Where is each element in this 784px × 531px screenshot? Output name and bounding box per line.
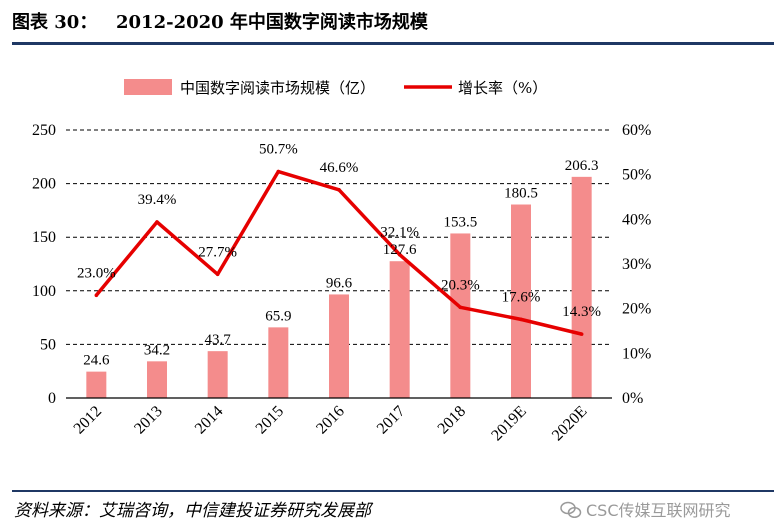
- bar: [511, 204, 531, 398]
- growth-value-label: 46.6%: [320, 160, 359, 176]
- bar: [450, 233, 471, 398]
- line-point: [94, 293, 99, 298]
- wechat-icon: [560, 501, 582, 519]
- bar-value-label: 24.6: [83, 353, 110, 369]
- growth-value-label: 14.3%: [562, 304, 601, 320]
- bar-value-label: 180.5: [504, 186, 538, 202]
- line-point: [215, 272, 220, 277]
- top-divider: [12, 42, 774, 45]
- watermark-text: CSC传媒互联网研究: [586, 501, 731, 520]
- source-note: 资料来源：艾瑞咨询，中信建投证券研究发展部: [14, 501, 371, 521]
- legend-swatch-bar: [124, 79, 172, 95]
- x-tick-label: 2017: [374, 403, 409, 438]
- growth-value-label: 17.6%: [502, 289, 541, 305]
- data-labels: 24.6 34.2 43.7 65.9 96.6 127.6 153.5 180.5 206.3…: [77, 142, 601, 369]
- bar-value-label: 206.3: [565, 158, 599, 174]
- line-point: [397, 252, 402, 257]
- bar: [207, 351, 228, 398]
- legend-label-line: 增长率（%）: [458, 79, 547, 97]
- legend-label-bar: 中国数字阅读市场规模（亿）: [180, 79, 375, 97]
- x-tick-label: 2016: [313, 403, 348, 438]
- x-tick-label: 2020E: [549, 403, 591, 445]
- chart: 中国数字阅读市场规模（亿） 增长率（%） 24.6 34.2 43.7 65.9 96.6…: [32, 79, 651, 445]
- y-right-tick-label: 50%: [622, 167, 651, 184]
- y-right-tick-label: 20%: [622, 301, 651, 318]
- bar: [86, 371, 107, 398]
- bar: [147, 361, 167, 398]
- y-left-tick-label: 200: [32, 176, 56, 193]
- growth-value-label: 39.4%: [138, 192, 177, 208]
- bar: [329, 294, 349, 398]
- bar-value-label: 153.5: [443, 214, 477, 230]
- bar-value-label: 34.2: [144, 342, 170, 358]
- bar-value-label: 65.9: [265, 308, 291, 324]
- growth-value-label: 27.7%: [198, 244, 237, 260]
- line-point: [579, 332, 584, 336]
- growth-value-label: 32.1%: [380, 225, 419, 241]
- watermark: CSC传媒互联网研究: [560, 497, 731, 525]
- x-tick-label: 2018: [435, 403, 470, 438]
- y-right-tick-label: 0%: [622, 390, 643, 407]
- y-left-tick-label: 150: [32, 229, 56, 246]
- growth-value-label: 23.0%: [77, 265, 116, 281]
- y-right-tick-label: 30%: [622, 256, 651, 273]
- growth-line: [94, 169, 584, 336]
- y-right-tick-label: 40%: [622, 211, 651, 228]
- line-point: [458, 305, 463, 310]
- bottom-divider: [12, 490, 774, 492]
- y-right-tick-label: 60%: [622, 122, 651, 139]
- y-left-tick-label: 100: [32, 283, 56, 300]
- line-point: [519, 317, 523, 322]
- line-point: [155, 220, 159, 224]
- y-left-tick-label: 0: [48, 390, 56, 407]
- growth-value-label: 20.3%: [441, 277, 480, 293]
- line-point: [337, 188, 341, 192]
- bar: [389, 261, 410, 398]
- x-tick-label: 2012: [71, 403, 106, 438]
- growth-value-label: 50.7%: [259, 142, 298, 158]
- bar-value-label: 127.6: [383, 242, 417, 258]
- legend: 中国数字阅读市场规模（亿） 增长率（%）: [124, 79, 547, 97]
- figure-number: 图表 30：: [12, 12, 98, 33]
- y-left-tick-label: 50: [40, 336, 56, 353]
- figure-header: 图表 30： 2012-2020 年中国数字阅读市场规模: [12, 6, 772, 40]
- bar: [268, 327, 289, 398]
- bars: [86, 176, 592, 398]
- x-tick-label: 2013: [131, 403, 166, 438]
- x-tick-label: 2015: [253, 403, 288, 438]
- bar-value-label: 96.6: [326, 275, 353, 291]
- y-left-tick-label: 250: [32, 122, 56, 139]
- bar-value-label: 43.7: [205, 332, 232, 348]
- bar: [571, 176, 592, 398]
- figure-title: 2012-2020 年中国数字阅读市场规模: [116, 12, 428, 33]
- x-tick-label: 2019E: [488, 403, 530, 445]
- line-point: [276, 169, 281, 174]
- x-tick-label: 2014: [192, 403, 227, 438]
- y-right-tick-label: 10%: [622, 345, 651, 362]
